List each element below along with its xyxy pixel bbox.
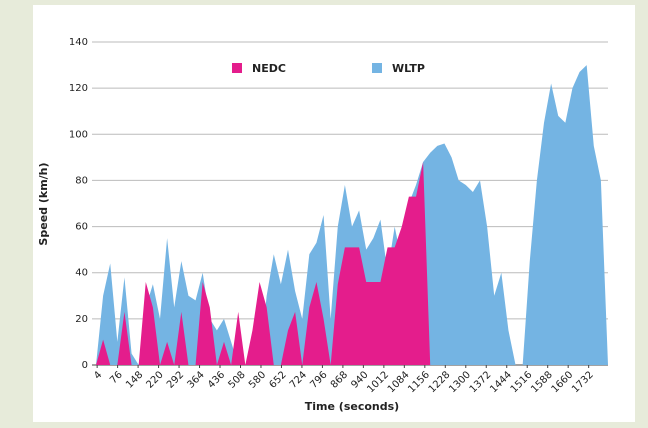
- y-tick-label: 20: [75, 314, 88, 325]
- legend-label: WLTP: [392, 62, 425, 75]
- y-axis-label: Speed (km/h): [37, 162, 50, 245]
- x-axis-label: Time (seconds): [305, 400, 399, 413]
- area-nedc: [96, 161, 431, 365]
- y-tick-label: 120: [69, 83, 88, 94]
- y-tick-label: 100: [69, 129, 88, 140]
- y-tick-label: 40: [75, 268, 88, 279]
- y-tick-label: 140: [69, 37, 88, 48]
- y-tick-label: 60: [75, 222, 88, 233]
- y-tick-label: 80: [75, 175, 88, 186]
- y-tick-label: 0: [82, 360, 88, 371]
- area-wltp: [96, 65, 608, 366]
- legend-label: NEDC: [252, 62, 286, 75]
- legend-swatch: [232, 63, 242, 73]
- legend-swatch: [372, 63, 382, 73]
